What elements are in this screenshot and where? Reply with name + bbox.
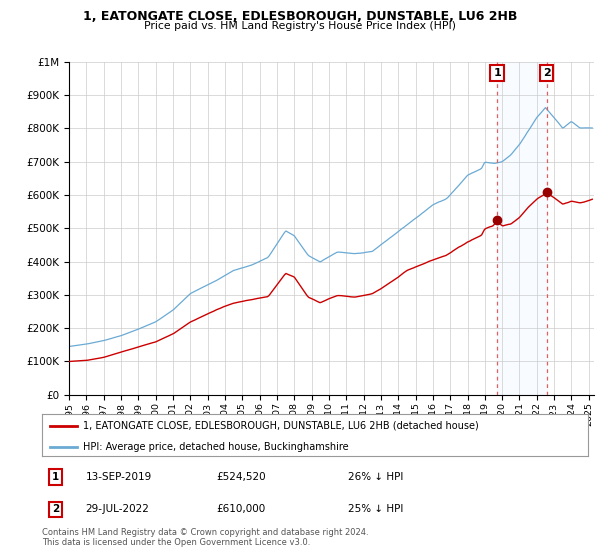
Text: 29-JUL-2022: 29-JUL-2022 <box>86 505 149 515</box>
Text: £524,520: £524,520 <box>217 472 266 482</box>
Bar <box>497 62 547 395</box>
Text: 2: 2 <box>52 505 59 515</box>
Text: 25% ↓ HPI: 25% ↓ HPI <box>348 505 403 515</box>
Text: Contains HM Land Registry data © Crown copyright and database right 2024.
This d: Contains HM Land Registry data © Crown c… <box>42 528 368 547</box>
Text: HPI: Average price, detached house, Buckinghamshire: HPI: Average price, detached house, Buck… <box>83 442 349 452</box>
Text: 1: 1 <box>493 68 501 78</box>
Text: 1: 1 <box>52 472 59 482</box>
Text: Price paid vs. HM Land Registry's House Price Index (HPI): Price paid vs. HM Land Registry's House … <box>144 21 456 31</box>
Text: 13-SEP-2019: 13-SEP-2019 <box>86 472 152 482</box>
Text: 1, EATONGATE CLOSE, EDLESBOROUGH, DUNSTABLE, LU6 2HB: 1, EATONGATE CLOSE, EDLESBOROUGH, DUNSTA… <box>83 10 517 23</box>
Text: £610,000: £610,000 <box>217 505 266 515</box>
Text: 2: 2 <box>543 68 551 78</box>
Text: 1, EATONGATE CLOSE, EDLESBOROUGH, DUNSTABLE, LU6 2HB (detached house): 1, EATONGATE CLOSE, EDLESBOROUGH, DUNSTA… <box>83 421 479 431</box>
Text: 26% ↓ HPI: 26% ↓ HPI <box>348 472 403 482</box>
